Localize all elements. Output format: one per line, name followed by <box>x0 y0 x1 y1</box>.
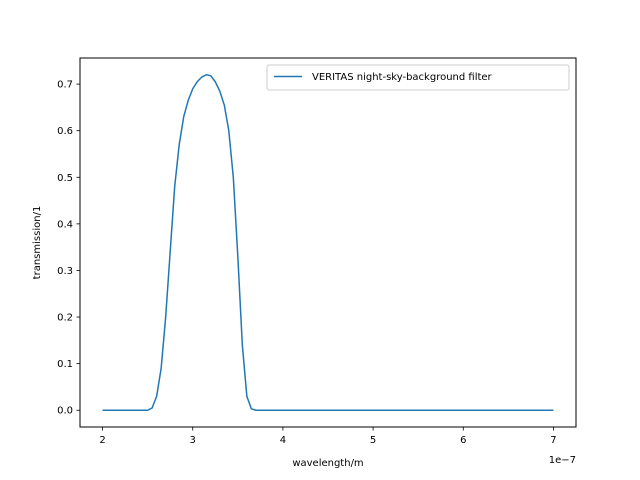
legend-box <box>266 64 570 91</box>
x-axis-label: wavelength/m <box>292 458 363 469</box>
x-tick-label: 6 <box>460 435 466 446</box>
x-tick-label: 2 <box>99 435 105 446</box>
x-axis-ticks: 2 3 4 5 6 7 <box>99 427 557 446</box>
series-line-0 <box>102 74 554 411</box>
x-axis-offset-text: 1e−7 <box>549 455 576 466</box>
plot-area <box>102 74 554 411</box>
legend-entry-label: VERITAS night-sky-background filter <box>312 72 493 83</box>
legend: VERITAS night-sky-background filter <box>266 64 570 91</box>
y-tick-label: 0.0 <box>57 406 73 417</box>
y-tick-label: 0.4 <box>57 219 73 230</box>
x-tick-label: 5 <box>370 435 376 446</box>
y-axis-ticks: 0.0 0.1 0.2 0.3 0.4 0.5 0.6 0.7 <box>57 80 80 417</box>
y-tick-label: 0.7 <box>57 80 73 91</box>
x-tick-label: 7 <box>550 435 556 446</box>
y-tick-label: 0.6 <box>57 126 73 137</box>
x-tick-label: 4 <box>280 435 286 446</box>
y-tick-label: 0.3 <box>57 266 73 277</box>
y-tick-label: 0.1 <box>57 359 73 370</box>
y-axis-label: transmission/1 <box>32 206 43 280</box>
y-tick-label: 0.5 <box>57 173 73 184</box>
axes-frame <box>79 57 577 428</box>
y-tick-label: 0.2 <box>57 313 73 324</box>
x-tick-label: 3 <box>190 435 196 446</box>
